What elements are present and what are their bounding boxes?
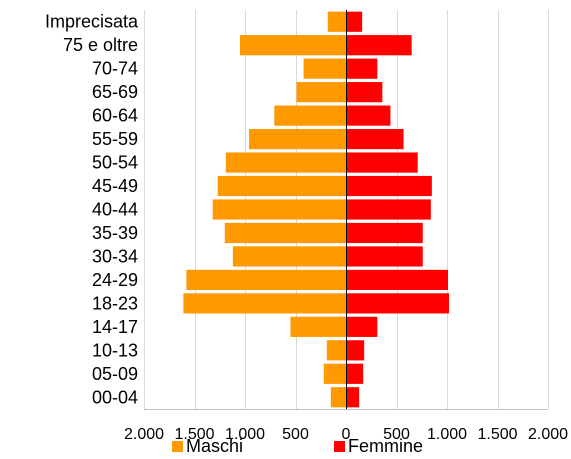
bar-maschi-3	[296, 82, 346, 103]
category-label-5: 55-59	[92, 129, 138, 149]
x-tick-label-2: 1.000	[225, 426, 265, 443]
bar-maschi-2	[303, 58, 346, 79]
category-label-8: 40-44	[92, 200, 138, 220]
category-label-10: 30-34	[92, 246, 138, 266]
legend-label-maschi: Maschi	[186, 436, 243, 456]
category-label-9: 35-39	[92, 223, 138, 243]
bar-femmine-14	[346, 340, 365, 361]
category-label-16: 00-04	[92, 387, 138, 407]
bar-femmine-13	[346, 316, 378, 337]
bar-femmine-2	[346, 58, 378, 79]
bar-maschi-13	[290, 316, 346, 337]
x-tick-labels: 2.000 1.500 1.000 500 0 500 1.000 1.500 2.000	[124, 426, 568, 443]
x-tick-label-7: 1.500	[477, 426, 517, 443]
bar-femmine-10	[346, 246, 423, 267]
x-tick-label-5: 500	[383, 426, 410, 443]
bar-maschi-14	[326, 340, 346, 361]
category-labels: Imprecisata 75 e oltre 70-74 65-69 60-64 55-5…	[45, 12, 139, 408]
category-label-13: 14-17	[92, 317, 138, 337]
category-label-0: Imprecisata	[45, 12, 139, 32]
category-label-4: 60-64	[92, 106, 138, 126]
legend-label-femmine: Femmine	[348, 436, 423, 456]
legend: Maschi Femmine	[172, 436, 423, 456]
bar-femmine-8	[346, 199, 431, 220]
bar-femmine-9	[346, 222, 423, 244]
bar-femmine-12	[346, 293, 450, 314]
x-tick-label-8: 2.000	[528, 426, 568, 443]
category-label-2: 70-74	[92, 59, 138, 79]
x-tick-label-0: 2.000	[124, 426, 164, 443]
axes	[144, 10, 548, 410]
bar-femmine-7	[346, 175, 432, 197]
bar-maschi-9	[224, 222, 346, 244]
bar-femmine-5	[346, 128, 404, 150]
legend-swatch-maschi	[172, 441, 183, 452]
bar-maschi-15	[323, 363, 346, 384]
bar-femmine-11	[346, 269, 449, 291]
x-tick-label-3: 500	[282, 426, 309, 443]
bar-femmine-4	[346, 105, 391, 126]
bar-maschi-0	[327, 11, 346, 32]
bar-femmine-3	[346, 82, 383, 103]
bar-maschi-10	[232, 246, 346, 267]
legend-swatch-femmine	[334, 441, 345, 452]
bar-maschi-7	[217, 175, 346, 197]
category-label-3: 65-69	[92, 82, 138, 102]
bar-maschi-11	[186, 269, 346, 291]
category-label-14: 10-13	[92, 340, 138, 360]
x-tick-label-1: 1.500	[174, 426, 214, 443]
category-label-12: 18-23	[92, 293, 138, 313]
x-tick-label-4: 0	[342, 426, 351, 443]
bar-maschi-5	[249, 128, 346, 150]
category-label-6: 50-54	[92, 153, 138, 173]
category-label-1: 75 e oltre	[63, 35, 138, 55]
bar-femmine-15	[346, 363, 364, 384]
bars-group	[183, 11, 450, 408]
x-tick-label-6: 1.000	[427, 426, 467, 443]
category-label-11: 24-29	[92, 270, 138, 290]
bar-femmine-16	[346, 387, 360, 408]
bar-femmine-6	[346, 152, 418, 173]
bar-maschi-8	[212, 199, 346, 220]
bar-maschi-4	[274, 105, 346, 126]
bar-maschi-6	[225, 152, 346, 173]
bar-femmine-1	[346, 35, 412, 56]
bar-maschi-16	[330, 387, 346, 408]
category-label-7: 45-49	[92, 176, 138, 196]
bar-maschi-12	[183, 293, 346, 314]
bar-femmine-0	[346, 11, 363, 32]
category-label-15: 05-09	[92, 364, 138, 384]
bar-maschi-1	[239, 35, 346, 56]
